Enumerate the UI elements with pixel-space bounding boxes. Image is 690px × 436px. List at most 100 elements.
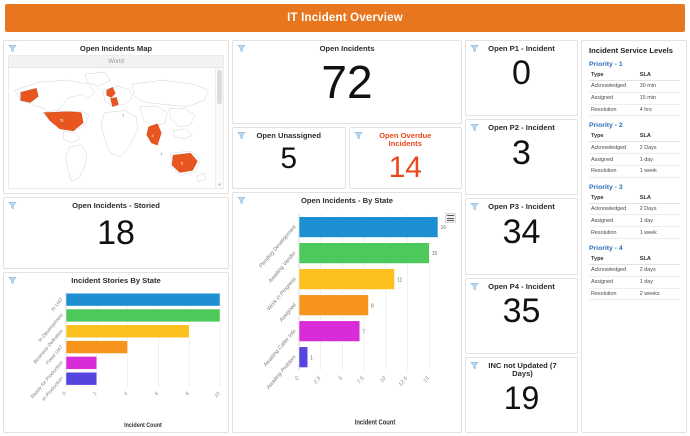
sla-column-header: SLA — [637, 254, 680, 266]
scroll-down-arrow[interactable]: ▼ — [217, 182, 222, 187]
kpi-value-p4: 35 — [502, 291, 541, 330]
filter-icon[interactable] — [353, 131, 363, 140]
sla-table: Type SLA Acknowledged 2 days Assigned 1 day Re… — [589, 254, 680, 301]
kpi-value-p2: 3 — [512, 133, 531, 172]
sla-table-row: Resolution 1 week — [589, 165, 680, 178]
map-scrollbar[interactable]: ▲ ▼ — [215, 68, 223, 188]
x-tick-label: 6 — [154, 391, 160, 398]
card-title: Open Incidents Map — [79, 44, 153, 53]
sla-cell: 2 days — [637, 264, 680, 277]
filter-icon[interactable] — [470, 44, 479, 53]
sla-column-header: SLA — [637, 192, 680, 204]
filter-icon[interactable] — [8, 276, 17, 285]
bar[interactable] — [298, 294, 369, 317]
card-open-unassigned: Open Unassigned 5 — [232, 127, 346, 189]
sla-cell: Resolution — [589, 226, 638, 240]
filter-icon[interactable] — [8, 201, 17, 210]
x-tick-label: 5 — [338, 376, 344, 383]
map-container[interactable]: World — [8, 55, 224, 189]
filter-icon[interactable] — [470, 202, 479, 211]
world-map[interactable]: 51 4 6 1 1 — [9, 68, 216, 188]
card-title: Open Incidents - By State — [301, 196, 393, 205]
card-open-p2: Open P2 - Incident 3 — [465, 119, 578, 196]
x-tick-label: 2.5 — [313, 376, 322, 386]
sla-table-row: Acknowledged 30 min — [589, 80, 680, 93]
sla-cell: 2 Days — [637, 141, 680, 155]
bar[interactable] — [298, 242, 430, 265]
sla-column-header: Type — [589, 70, 638, 81]
bar-value-label: 16 — [440, 225, 446, 231]
card-open-incidents-storied: Open Incidents - Storied 18 — [3, 197, 229, 269]
card-open-incidents: Open Incidents 72 — [232, 40, 462, 124]
bar-value-label: 8 — [371, 303, 374, 309]
kpi-value-storied: 18 — [97, 214, 135, 253]
chart-open-incidents-by-state[interactable]: 0 2.5 5 7.5 10 12.5 15 16 Pending Development 15 A… — [233, 207, 461, 432]
filter-icon[interactable] — [237, 131, 246, 140]
x-tick-label: 15 — [423, 376, 431, 385]
dashboard-grid: Open Incidents Map World — [0, 40, 690, 436]
sla-cell: Assigned — [589, 153, 638, 166]
svg-text:51: 51 — [60, 118, 65, 123]
bar[interactable] — [65, 309, 221, 323]
x-tick-label: 4 — [123, 391, 129, 398]
dashboard-header: IT Incident Overview — [5, 4, 685, 32]
sla-table-row: Acknowledged 2 days — [589, 264, 680, 277]
filter-icon[interactable] — [237, 196, 246, 205]
sla-table-row: Assigned 15 min — [589, 92, 680, 105]
svg-text:4: 4 — [152, 133, 155, 138]
bar[interactable] — [65, 324, 190, 339]
sla-cell: 2 weeks — [637, 288, 680, 301]
kpi-value-open-incidents: 72 — [321, 56, 373, 109]
map-scope-label: World — [9, 56, 223, 69]
filter-icon[interactable] — [470, 123, 479, 132]
chart-incident-stories-by-state[interactable]: 0 2 4 6 8 10 In UAT In Development Business Defi… — [4, 287, 228, 432]
kpi-value-p1: 0 — [512, 54, 531, 93]
filter-icon[interactable] — [8, 44, 17, 53]
card-title: Open P1 - Incident — [488, 44, 555, 53]
y-category-label: Assigned — [279, 302, 297, 324]
sla-table-row: Resolution 1 week — [589, 226, 680, 240]
sla-cell: 30 min — [637, 80, 680, 93]
kpi-value-overdue: 14 — [388, 150, 422, 184]
bar[interactable] — [65, 372, 98, 386]
sla-column-header: Type — [589, 192, 638, 204]
sla-table: Type SLA Acknowledged 2 Days Assigned 1 day Re… — [589, 192, 680, 240]
bar-value-label: 11 — [397, 277, 402, 283]
chart-svg: 0 2.5 5 7.5 10 12.5 15 16 Pending Development 15 A… — [259, 214, 446, 428]
card-incident-stories-by-state: Incident Stories By State 0 2 4 6 8 10 In UAT I… — [3, 272, 229, 433]
sla-table-row: Resolution 4 hrs — [589, 104, 680, 117]
bar[interactable] — [298, 346, 308, 369]
card-title: Open Incidents — [319, 44, 375, 53]
sla-cell: Resolution — [589, 288, 638, 301]
bar[interactable] — [65, 356, 98, 371]
bar[interactable] — [65, 340, 128, 355]
sla-table-row: Assigned 1 day — [589, 276, 680, 289]
svg-text:1: 1 — [122, 114, 124, 118]
world-map-svg: 51 4 6 1 1 — [9, 68, 216, 188]
card-open-overdue-incidents: Open Overdue Incidents 14 — [348, 127, 462, 189]
sla-cell: Acknowledged — [589, 203, 638, 216]
x-tick-label: 0 — [294, 376, 300, 383]
column-middle: Open Incidents 72 Open Unassigned 5 Open… — [232, 40, 462, 433]
x-axis-title: Incident Count — [355, 420, 396, 428]
kpi-value-not-updated: 19 — [503, 379, 540, 416]
filter-icon[interactable] — [470, 361, 479, 370]
sla-cell: Assigned — [589, 276, 638, 289]
sla-table-row: Resolution 2 weeks — [589, 288, 680, 301]
card-open-p1: Open P1 - Incident 0 — [465, 40, 578, 117]
sla-table-row: Assigned 1 day — [589, 153, 680, 166]
filter-icon[interactable] — [237, 44, 246, 53]
kpi-row-unassigned-overdue: Open Unassigned 5 Open Overdue Incidents… — [232, 127, 462, 189]
bar[interactable] — [298, 320, 361, 343]
card-inc-not-updated: INC not Updated (7 Days) 19 — [465, 356, 578, 434]
sla-priority-heading: Priority - 4 — [589, 245, 623, 253]
filter-icon[interactable] — [470, 282, 479, 291]
bar[interactable] — [298, 216, 439, 239]
sla-column-header: Type — [589, 131, 638, 143]
card-open-p4: Open P4 - Incident 35 — [465, 277, 578, 354]
bar[interactable] — [65, 293, 221, 307]
bar[interactable] — [298, 268, 395, 291]
scrollbar-thumb[interactable] — [217, 70, 222, 105]
hamburger-menu-icon[interactable] — [445, 213, 456, 223]
sla-priority-heading: Priority - 1 — [589, 61, 623, 68]
